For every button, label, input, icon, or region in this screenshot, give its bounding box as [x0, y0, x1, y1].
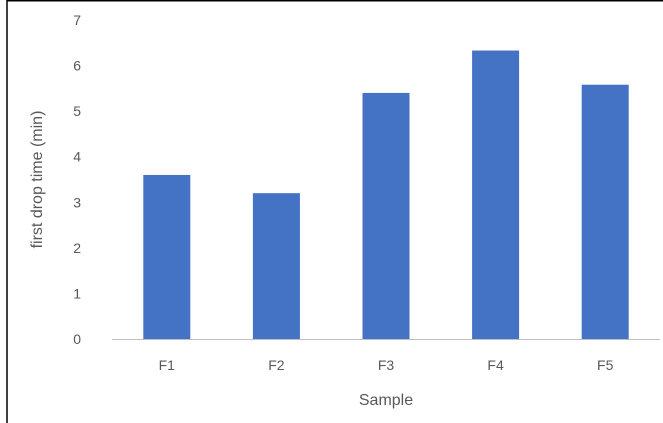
y-tick-label: 5 — [73, 103, 81, 119]
x-tick-label-f5: F5 — [597, 357, 614, 373]
y-tick-label: 0 — [73, 331, 81, 347]
y-tick-label: 4 — [73, 149, 81, 165]
y-tick-label: 6 — [73, 58, 81, 74]
bar-f4 — [472, 50, 520, 339]
bar-f2 — [252, 193, 300, 339]
x-tick-label-f3: F3 — [378, 357, 395, 373]
bars-group — [143, 50, 629, 340]
y-tick-label: 2 — [73, 240, 81, 256]
x-tick-label-f4: F4 — [487, 357, 504, 373]
x-axis-title: Sample — [359, 392, 413, 409]
x-axis-ticks: F1 F2 F3 F4 F5 — [159, 357, 614, 373]
bar-f5 — [581, 84, 629, 339]
y-tick-label: 7 — [73, 12, 81, 28]
y-axis-ticks: 0 1 2 3 4 5 6 7 — [73, 12, 81, 347]
y-axis-title: first drop time (min) — [29, 111, 46, 249]
y-tick-label: 1 — [73, 285, 81, 301]
x-tick-label-f1: F1 — [159, 357, 176, 373]
bar-f3 — [362, 92, 410, 340]
x-tick-label-f2: F2 — [268, 357, 285, 373]
y-tick-label: 3 — [73, 194, 81, 210]
bar-f1 — [143, 174, 191, 339]
